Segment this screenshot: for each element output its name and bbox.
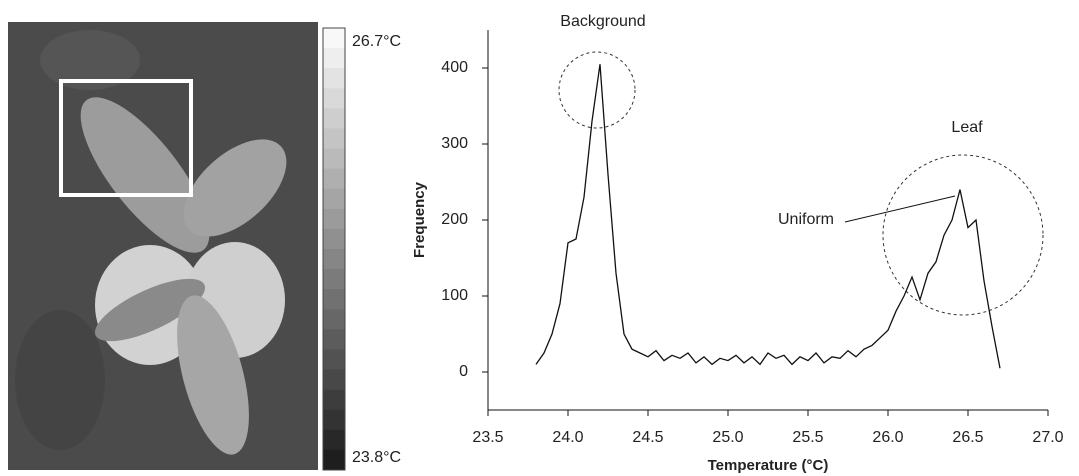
- x-tick-label: 26.5: [952, 429, 983, 446]
- annotation: Uniform: [778, 211, 834, 228]
- annotation-circle: [882, 154, 1044, 316]
- x-axis-label: Temperature (°C): [708, 457, 829, 474]
- image-texture: [15, 310, 105, 450]
- x-tick-label: 25.0: [712, 429, 743, 446]
- y-axis-label: Frequency: [411, 181, 428, 258]
- annotation: Leaf: [951, 119, 983, 136]
- colorbar-band: [323, 309, 345, 330]
- x-tick-label: 26.0: [872, 429, 903, 446]
- y-tick-label: 400: [441, 59, 468, 76]
- scale-max-label: 26.7°C: [352, 33, 401, 50]
- x-tick-label: 25.5: [792, 429, 823, 446]
- colorbar-band: [323, 108, 345, 129]
- colorbar-band: [323, 449, 345, 471]
- y-tick-label: 100: [441, 287, 468, 304]
- colorbar-band: [323, 208, 345, 230]
- leaf: [94, 278, 206, 342]
- colorbar-band: [323, 148, 345, 170]
- colorbar-band: [323, 88, 345, 109]
- colorbar-band: [323, 389, 345, 411]
- colorbar-band: [323, 369, 345, 391]
- leaf: [177, 295, 249, 455]
- x-tick-label: 27.0: [1032, 429, 1063, 446]
- colorbar-band: [323, 349, 345, 371]
- colorbar: [323, 28, 345, 471]
- thermal-image: [8, 22, 318, 470]
- colorbar-band: [323, 289, 345, 310]
- colorbar-band: [323, 269, 345, 290]
- colorbar-band: [323, 329, 345, 350]
- colorbar-band: [323, 409, 345, 431]
- colorbar-band: [323, 28, 345, 49]
- leaf: [80, 97, 210, 253]
- selection-box: [59, 79, 193, 197]
- annotation-pointer: [844, 195, 956, 223]
- y-tick-label: 200: [441, 211, 468, 228]
- data-line: [535, 64, 1001, 369]
- colorbar-band: [323, 228, 345, 250]
- annotation: Background: [560, 13, 645, 30]
- y-tick-label: 300: [441, 135, 468, 152]
- annotation-circle: [558, 51, 636, 129]
- colorbar-band: [323, 68, 345, 89]
- scale-min-label: 23.8°C: [352, 449, 401, 466]
- colorbar-band: [323, 168, 345, 190]
- leaf: [183, 139, 287, 237]
- image-texture: [40, 30, 140, 90]
- x-tick-label: 24.0: [552, 429, 583, 446]
- colorbar-band: [323, 249, 345, 270]
- colorbar-band: [323, 188, 345, 210]
- colorbar-band: [323, 48, 345, 69]
- colorbar-band: [323, 429, 345, 451]
- x-tick-label: 24.5: [632, 429, 663, 446]
- colorbar-band: [323, 128, 345, 150]
- y-tick-label: 0: [459, 363, 468, 380]
- colorbar-frame: [322, 27, 346, 471]
- x-tick-label: 23.5: [472, 429, 503, 446]
